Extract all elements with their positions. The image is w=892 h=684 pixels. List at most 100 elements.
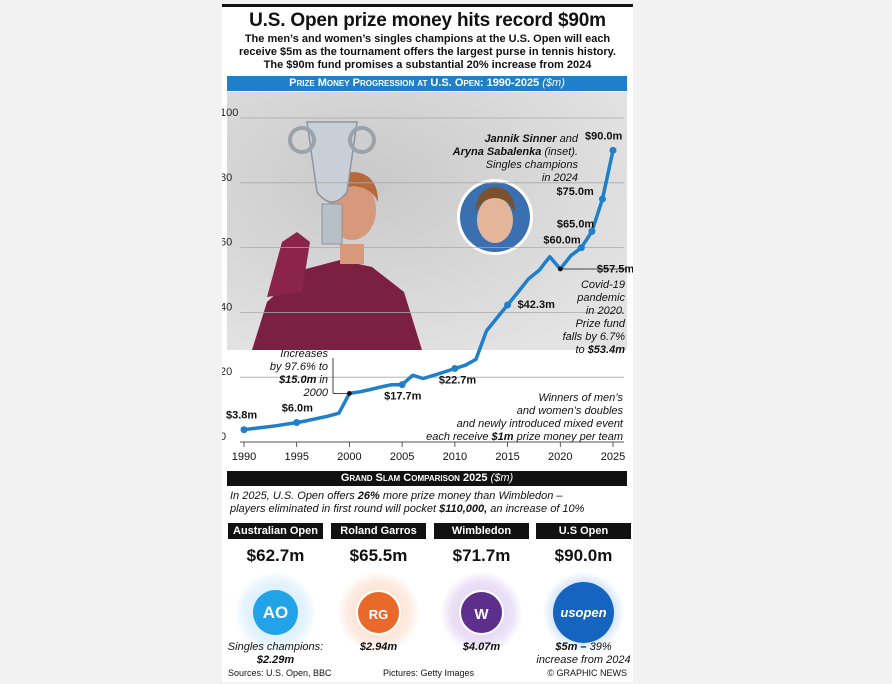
annotation-text: to (575, 344, 587, 356)
annotation-text: each receive (426, 431, 491, 443)
intro-highlight: 26% (357, 490, 380, 502)
annotation-line: Jannik Sinner and (484, 133, 578, 145)
trophy-handle (288, 126, 316, 154)
slam-note-line: Singles champions: (227, 641, 324, 653)
annotation-line: $15.0m in (278, 374, 328, 386)
slam-us-open: U.S Open $90.0m usopen $5m – 39% increas… (536, 523, 631, 666)
player-arm (267, 232, 310, 297)
infographic-card: U.S. Open prize money hits record $90m T… (222, 4, 633, 682)
slam-note: $5m – 39% increase from 2024 (528, 641, 639, 667)
trophy-handle (348, 126, 376, 154)
annotation-bold: $53.4m (587, 344, 626, 356)
data-point (577, 244, 585, 252)
annotation-text: (inset). (541, 146, 578, 158)
progression-section-bar: Prize Money Progression at U.S. Open: 19… (227, 76, 627, 91)
slam-australian-open: Australian Open $62.7m AO Singles champi… (228, 523, 323, 666)
y-tick-label: 60 (222, 237, 232, 249)
y-tick-label: 20 (222, 366, 232, 378)
data-label: $22.7m (439, 374, 477, 386)
comparison-intro: In 2025, U.S. Open offers 26% more prize… (230, 490, 630, 516)
comparison-unit: ($m) (490, 472, 514, 484)
data-label: $3.8m (226, 410, 257, 422)
annotation-text: pandemic (576, 292, 625, 304)
x-tick-label: 2000 (337, 451, 361, 463)
y-axis: 0 20 40 60 80 100 (222, 107, 238, 443)
annotation-line: falls by 6.7% (563, 331, 626, 343)
annotation-line: Covid-19 (581, 279, 625, 291)
intro-text: players eliminated in first round will p… (230, 503, 440, 515)
comparison-section-bar: Grand Slam Comparison 2025 ($m) (227, 471, 627, 486)
australian-open-logo-icon: AO (253, 590, 298, 635)
deck-line: receive $5m as the tournament offers the… (239, 46, 616, 58)
x-tick-label: 2005 (390, 451, 414, 463)
trophy (306, 121, 358, 203)
annotation-text: in (316, 374, 328, 386)
slam-name: Wimbledon (434, 523, 529, 539)
slam-note-value: $5m – (555, 641, 590, 653)
data-label: $65.0m (557, 218, 595, 230)
annotation-text: Covid-19 (581, 279, 625, 291)
intro-text: In 2025, U.S. Open offers (230, 490, 358, 502)
annotation-line: Winners of men’s (538, 392, 623, 404)
x-tick-label: 2015 (495, 451, 519, 463)
data-label: $75.0m (556, 186, 594, 198)
data-labels: $3.8m $6.0m $17.7m $22.7m $42.3m $57.5m $60.0m… (226, 130, 633, 421)
annotation-line: each receive $1m prize money per team (426, 431, 623, 443)
annotation-text: in 2020. (586, 305, 625, 317)
x-tick-label: 2025 (601, 451, 625, 463)
annotation-line: Aryna Sabalenka (inset). (452, 146, 578, 158)
y-tick-label: 40 (222, 301, 232, 313)
comparison-title: Grand Slam Comparison 2025 (340, 472, 488, 484)
inset-hair (475, 187, 515, 212)
intro-highlight: $110,000, (439, 503, 488, 515)
annotation-text: 2000 (303, 387, 329, 399)
deck-line: The men’s and women’s singles champions … (244, 33, 611, 45)
slam-amount: $65.5m (349, 546, 408, 565)
annotation-line: to $53.4m (575, 344, 625, 356)
footer-pictures: Pictures: Getty Images (383, 668, 475, 678)
x-tick-label: 2020 (548, 451, 572, 463)
annotation-line: in 2024 (542, 172, 578, 184)
logo-glow: AO (235, 572, 316, 653)
footer-credit: © GRAPHIC NEWS (547, 668, 627, 678)
inset-face (477, 197, 513, 243)
progression-unit: ($m) (542, 77, 565, 89)
logo-glow: W (441, 572, 522, 653)
data-label: $6.0m (282, 403, 313, 415)
data-label: $57.5m (597, 264, 633, 276)
wimbledon-logo-icon: W (459, 590, 504, 635)
slam-amount: $90.0m (554, 546, 613, 565)
annotation-line: by 97.6% to (270, 361, 328, 373)
annotation-bold: Aryna Sabalenka (452, 146, 542, 158)
slam-wimbledon: Wimbledon $71.7m W $4.07m (434, 523, 529, 653)
annotation-line: in 2020. (586, 305, 625, 317)
slam-note-value: $2.94m (359, 641, 398, 653)
us-open-logo-icon: usopen (553, 582, 614, 643)
annotation-text: prize money per team (514, 431, 623, 443)
slam-note: $4.07m (426, 641, 537, 654)
annotation-text: by 97.6% to (270, 361, 328, 373)
slam-note: Singles champions: $2.29m (220, 641, 331, 667)
annotation-line: Prize fund (575, 318, 625, 330)
x-tick-label: 1995 (284, 451, 308, 463)
footer-sources: Sources: U.S. Open, BBC (228, 668, 332, 678)
data-label: $17.7m (384, 391, 422, 403)
x-tick-label: 2010 (443, 451, 467, 463)
annotation-text: Increases (280, 348, 328, 360)
annotation-text: Winners of men’s (538, 392, 623, 404)
roland-garros-logo-icon: RG (356, 590, 401, 635)
annotation-text: in 2024 (542, 172, 578, 184)
data-label: $60.0m (543, 235, 581, 247)
data-point (588, 227, 596, 235)
data-label: $90.0m (585, 130, 623, 142)
headline: U.S. Open prize money hits record $90m (249, 10, 606, 31)
data-point (609, 146, 617, 154)
logo-glow: RG (338, 572, 419, 653)
slam-note-value: $4.07m (462, 641, 501, 653)
series-line (242, 148, 615, 432)
